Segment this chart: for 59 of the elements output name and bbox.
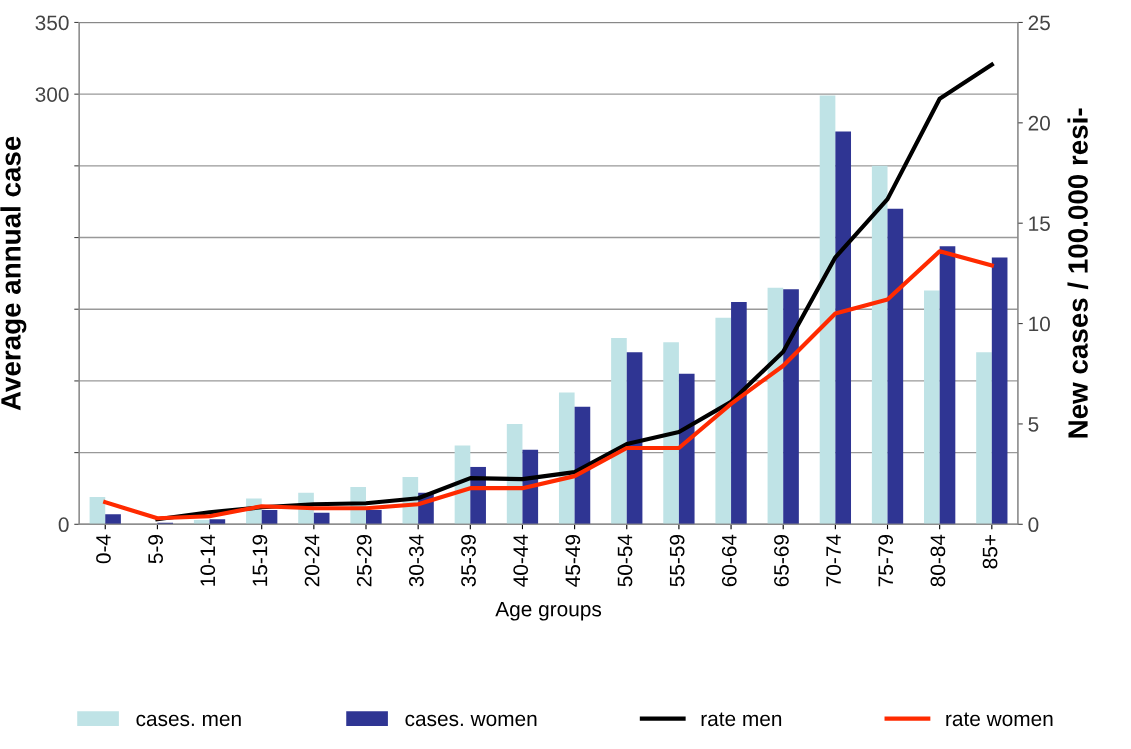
bar (939, 246, 956, 525)
y2-tick-label: 0 (1028, 517, 1039, 533)
bar (89, 497, 106, 525)
bar (887, 208, 904, 525)
legend-label: rate women (946, 712, 1053, 727)
y-tick-label: 0 (58, 517, 69, 533)
x-tick-label: 0-4 (96, 534, 111, 564)
legend-label: cases. men (136, 714, 241, 727)
x-tick-label: 55-59 (669, 535, 685, 587)
bar (731, 302, 747, 525)
x-tick-label: 60-64 (721, 534, 737, 587)
x-tick-label: 85+ (982, 535, 998, 569)
line-series (103, 249, 994, 521)
bar (313, 512, 330, 525)
x-tick-label: 70-74 (826, 534, 841, 587)
x-tick-label: 35-39 (461, 535, 476, 587)
x-tick-label: 65-69 (774, 535, 789, 587)
y2-axis-title: New cases / 100.000 resi- (1067, 108, 1089, 438)
x-tick-label: 25-29 (356, 535, 372, 587)
bar (663, 342, 679, 525)
y2-tick-label: 25 (1028, 15, 1050, 31)
bar (626, 352, 643, 525)
x-tick-label: 15-19 (252, 535, 268, 586)
x-axis-title: Age groups (495, 601, 602, 621)
x-tick-label: 80-84 (930, 534, 946, 587)
y2-tick-label: 15 (1029, 216, 1050, 231)
bar (835, 131, 852, 525)
bar (819, 95, 836, 525)
y-tick-label: 350 (35, 15, 69, 31)
bar (209, 519, 226, 525)
bar (783, 289, 799, 525)
x-tick-label: 45-49 (565, 535, 581, 587)
bar (105, 514, 121, 525)
y-tick-label: 300 (35, 87, 69, 102)
bar (871, 165, 888, 525)
x-tick-label: 50-54 (617, 534, 633, 587)
legend-label: rate men (701, 712, 782, 727)
bar (924, 290, 940, 525)
y2-tick-label: 5 (1028, 417, 1039, 432)
x-tick-label: 30-34 (409, 534, 424, 587)
bar (678, 373, 695, 525)
bar (558, 392, 575, 525)
y2-tick-label: 10 (1029, 316, 1050, 332)
x-tick-label: 10-14 (200, 534, 216, 586)
x-tick-label: 5-9 (148, 535, 163, 564)
bar (611, 337, 627, 525)
x-tick-label: 20-24 (304, 534, 320, 587)
bar (261, 509, 278, 525)
bar (193, 520, 210, 525)
y2-tick-label: 20 (1028, 115, 1050, 131)
bar (991, 257, 1008, 525)
x-tick-label: 75-79 (878, 535, 894, 587)
y-axis-title: Average annual case (0, 136, 27, 411)
bar (715, 317, 732, 525)
x-tick-label: 40-44 (513, 534, 529, 587)
bar (767, 287, 784, 525)
legend-label: cases. women (405, 714, 537, 727)
bar (976, 352, 992, 525)
bar (366, 509, 382, 525)
